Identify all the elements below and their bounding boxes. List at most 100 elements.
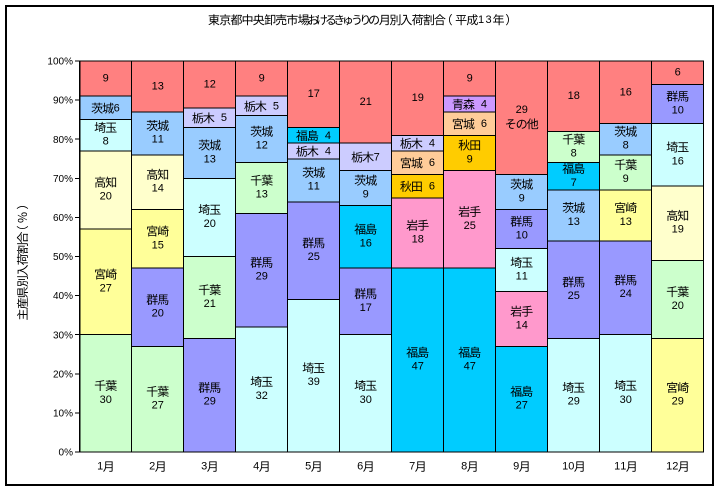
svg-text:6: 6	[429, 181, 435, 193]
svg-text:6: 6	[678, 155, 684, 167]
svg-text:9: 9	[103, 73, 109, 85]
svg-text:2: 2	[100, 282, 106, 294]
svg-text:3: 3	[210, 153, 216, 165]
svg-text:0%: 0%	[59, 448, 74, 459]
svg-text:9: 9	[574, 396, 580, 408]
svg-text:7: 7	[158, 400, 164, 412]
svg-text:1: 1	[412, 92, 418, 104]
svg-text:1: 1	[672, 155, 678, 167]
svg-text:1: 1	[516, 230, 522, 242]
svg-text:4: 4	[325, 145, 331, 157]
svg-text:7: 7	[366, 302, 372, 314]
svg-text:1: 1	[314, 181, 320, 193]
svg-text:0: 0	[106, 394, 112, 406]
svg-text:2: 2	[204, 218, 210, 230]
svg-text:9: 9	[678, 224, 684, 236]
svg-text:2: 2	[256, 271, 262, 283]
svg-text:1: 1	[308, 88, 314, 100]
svg-text:8: 8	[103, 136, 109, 148]
svg-text:9: 9	[418, 92, 424, 104]
svg-text:1: 1	[152, 134, 158, 146]
svg-text:3: 3	[574, 216, 580, 228]
svg-text:2: 2	[152, 400, 158, 412]
svg-text:60%: 60%	[53, 213, 73, 224]
svg-text:2: 2	[204, 396, 210, 408]
svg-text:7: 7	[409, 461, 415, 473]
svg-text:40%: 40%	[53, 291, 73, 302]
svg-text:7: 7	[522, 400, 528, 412]
svg-text:10%: 10%	[53, 409, 73, 420]
svg-text:5: 5	[574, 290, 580, 302]
svg-text:2: 2	[568, 290, 574, 302]
svg-text:4: 4	[522, 319, 528, 331]
svg-text:2: 2	[464, 220, 470, 232]
svg-text:1: 1	[360, 302, 366, 314]
svg-text:2: 2	[210, 78, 216, 90]
svg-text:1: 1	[620, 216, 626, 228]
svg-text:4: 4	[158, 183, 164, 195]
svg-text:0: 0	[678, 104, 684, 116]
svg-text:0: 0	[106, 190, 112, 202]
svg-text:7: 7	[571, 177, 577, 189]
svg-text:1: 1	[204, 153, 210, 165]
svg-text:1: 1	[210, 298, 216, 310]
svg-text:1: 1	[614, 461, 620, 473]
svg-text:1: 1	[152, 80, 158, 92]
svg-text:7: 7	[470, 361, 476, 373]
svg-text:1: 1	[366, 96, 372, 108]
svg-text:4: 4	[626, 288, 632, 300]
svg-text:9: 9	[363, 188, 369, 200]
svg-text:8: 8	[571, 147, 577, 159]
svg-text:1: 1	[152, 183, 158, 195]
svg-text:0: 0	[522, 230, 528, 242]
svg-text:2: 2	[516, 104, 522, 116]
svg-text:1: 1	[204, 78, 210, 90]
svg-text:2: 2	[516, 400, 522, 412]
svg-text:6: 6	[357, 461, 363, 473]
svg-text:2: 2	[100, 190, 106, 202]
svg-text:70%: 70%	[53, 174, 73, 185]
svg-text:9: 9	[259, 73, 265, 85]
svg-text:0: 0	[678, 300, 684, 312]
svg-text:0: 0	[568, 461, 574, 473]
svg-text:1: 1	[620, 461, 626, 473]
svg-text:1: 1	[158, 134, 164, 146]
svg-text:8: 8	[461, 461, 467, 473]
svg-text:5: 5	[314, 251, 320, 263]
svg-text:3: 3	[158, 80, 164, 92]
svg-text:1: 1	[672, 224, 678, 236]
svg-text:9: 9	[467, 73, 473, 85]
svg-text:7: 7	[374, 151, 380, 163]
svg-text:1: 1	[568, 90, 574, 102]
svg-text:5: 5	[221, 112, 227, 124]
svg-text:4: 4	[412, 361, 418, 373]
svg-text:2: 2	[262, 390, 268, 402]
svg-text:1: 1	[152, 239, 158, 251]
svg-text:0: 0	[626, 394, 632, 406]
svg-text:4: 4	[429, 138, 435, 150]
svg-text:9: 9	[262, 271, 268, 283]
svg-text:4: 4	[253, 461, 259, 473]
svg-text:3: 3	[626, 216, 632, 228]
svg-text:1: 1	[516, 271, 522, 283]
svg-text:9: 9	[623, 173, 629, 185]
svg-text:4: 4	[464, 361, 470, 373]
svg-text:2: 2	[568, 396, 574, 408]
svg-text:3: 3	[360, 394, 366, 406]
svg-text:0: 0	[210, 218, 216, 230]
svg-text:7: 7	[418, 361, 424, 373]
svg-text:5: 5	[305, 461, 311, 473]
svg-text:1: 1	[522, 271, 528, 283]
svg-text:1: 1	[666, 461, 672, 473]
svg-text:20%: 20%	[53, 369, 73, 380]
svg-text:90%: 90%	[53, 96, 73, 107]
svg-text:2: 2	[620, 288, 626, 300]
svg-text:8: 8	[623, 140, 629, 152]
svg-text:9: 9	[678, 396, 684, 408]
svg-text:2: 2	[672, 396, 678, 408]
svg-text:1: 1	[620, 86, 626, 98]
svg-text:2: 2	[672, 300, 678, 312]
svg-text:2: 2	[204, 298, 210, 310]
svg-text:7: 7	[314, 88, 320, 100]
svg-text:9: 9	[513, 461, 519, 473]
